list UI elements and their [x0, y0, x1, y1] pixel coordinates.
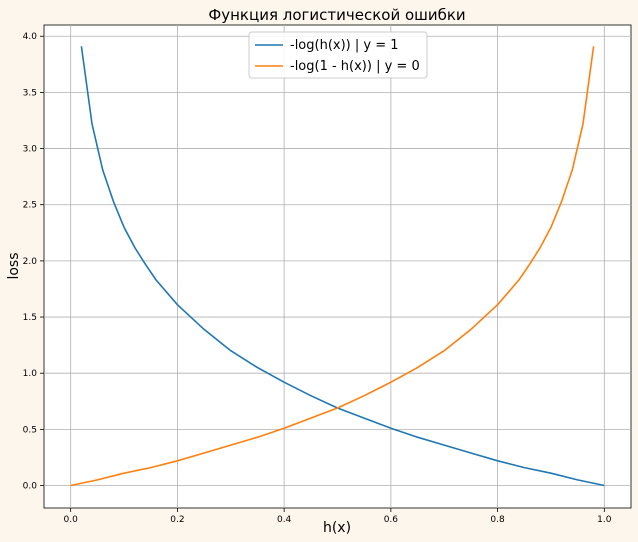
- y-tick-label: 3.0: [23, 145, 38, 155]
- y-axis-label: loss: [6, 252, 22, 279]
- y-tick-label: 2.5: [23, 201, 37, 211]
- legend-label-series-2: -log(1 - h(x)) | y = 0: [290, 59, 420, 74]
- y-tick-label: 1.0: [23, 369, 38, 379]
- legend-label-series-1: -log(h(x)) | y = 1: [290, 38, 399, 53]
- x-tick-label: 0.8: [490, 515, 505, 525]
- ticks: 0.0 0.2 0.4 0.6 0.8 1.0 0.0 0.5 1.0 1.5 2.0 2.5 3.0 3…: [23, 32, 612, 525]
- chart-title: Функция логистической ошибки: [208, 6, 465, 24]
- x-tick-label: 0.4: [277, 515, 292, 525]
- series-layer: [70, 46, 605, 487]
- x-tick-label: 0.0: [64, 515, 79, 525]
- y-tick-label: 0.5: [23, 425, 37, 435]
- x-tick-label: 1.0: [597, 515, 612, 525]
- y-tick-label: 3.5: [23, 88, 37, 98]
- x-tick-label: 0.2: [170, 515, 184, 525]
- y-tick-label: 4.0: [23, 32, 38, 42]
- y-tick-label: 0.0: [23, 482, 38, 492]
- y-tick-label: 1.5: [23, 313, 37, 323]
- legend-box: [248, 31, 428, 79]
- y-tick-label: 2.0: [23, 257, 38, 267]
- x-tick-label: 0.6: [384, 515, 399, 525]
- series-line-1: [80, 46, 605, 487]
- legend: -log(h(x)) | y = 1 -log(1 - h(x)) | y = …: [248, 31, 428, 79]
- series-line-2: [70, 46, 595, 487]
- x-axis-label: h(x): [323, 520, 351, 536]
- plot-area: [43, 24, 632, 509]
